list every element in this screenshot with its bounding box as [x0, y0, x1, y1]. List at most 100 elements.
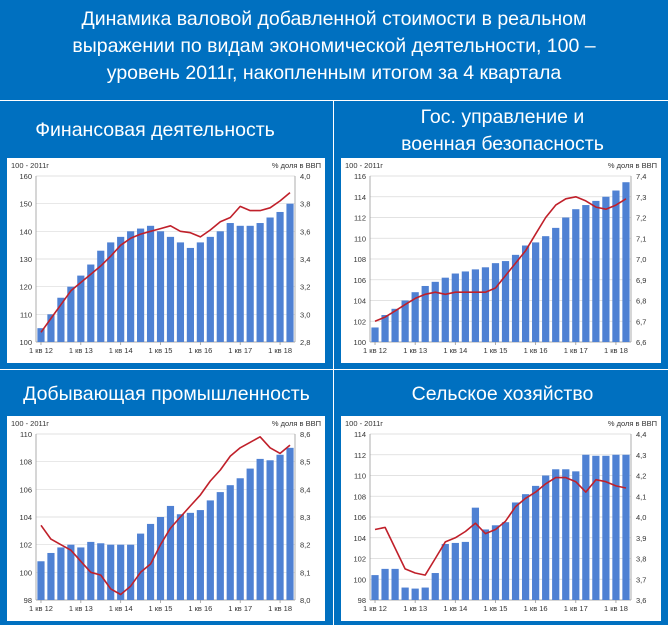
bar [501, 522, 510, 600]
x-tick-label: 1 кв 14 [109, 604, 133, 613]
chart-svg: 100 - 2011г % доля в ВВП 100 110 120 130 140 15… [11, 161, 321, 355]
bar [511, 502, 520, 600]
y2-tick-label: 7,4 [636, 172, 646, 181]
bar [107, 544, 115, 600]
bar [226, 485, 234, 600]
series-line-share [374, 476, 627, 576]
y-tick-label: 110 [20, 310, 32, 319]
bar [87, 264, 95, 342]
x-tick-label: 1 кв 15 [149, 346, 173, 355]
y2-tick-label: 8,2 [300, 541, 310, 550]
bar [286, 447, 294, 600]
bar [107, 242, 115, 342]
right-axis-label: % доля в ВВП [608, 419, 657, 428]
bar [371, 327, 379, 342]
y-tick-label: 108 [353, 492, 366, 501]
bar [592, 200, 600, 342]
y2-tick-label: 4,0 [636, 513, 646, 522]
bar [196, 510, 204, 600]
panel-title-finance: Финансовая деятельность [35, 119, 275, 141]
bar [371, 575, 379, 600]
x-tick-label: 1 кв 17 [564, 604, 588, 613]
bar [266, 460, 274, 600]
bar [421, 587, 429, 600]
y2-tick-label: 3,6 [300, 227, 310, 236]
bar [622, 454, 630, 600]
y2-tick-label: 4,2 [636, 472, 646, 481]
bar [411, 292, 419, 342]
bar [196, 242, 204, 342]
bar [552, 469, 560, 600]
bar [602, 455, 610, 600]
y-tick-label: 108 [19, 458, 32, 467]
chart-svg: 100 - 2011г % доля в ВВП 100 102 104 106 108 11… [345, 161, 657, 355]
y-tick-label: 110 [354, 234, 366, 243]
bar [166, 236, 175, 342]
bar [206, 500, 214, 600]
bar [521, 494, 530, 600]
x-tick-label: 1 кв 12 [29, 604, 53, 613]
bar [542, 475, 550, 600]
y2-tick-label: 8,6 [300, 430, 310, 439]
x-tick-label: 1 кв 16 [524, 346, 548, 355]
bar [381, 568, 389, 600]
x-tick-label: 1 кв 15 [484, 604, 508, 613]
divider-top [0, 100, 668, 101]
bar [127, 544, 135, 600]
y2-tick-label: 3,9 [636, 534, 646, 543]
x-tick-label: 1 кв 15 [149, 604, 173, 613]
y2-tick-label: 3,8 [636, 555, 646, 564]
chart-finance: 100 - 2011г % доля в ВВП 100 110 120 130 140 15… [7, 158, 325, 363]
x-tick-label: 1 кв 16 [524, 604, 548, 613]
y-tick-label: 102 [353, 317, 366, 326]
x-tick-label: 1 кв 12 [363, 346, 387, 355]
bar [186, 247, 194, 342]
bar [381, 315, 389, 342]
x-tick-label: 1 кв 17 [228, 604, 252, 613]
x-tick-label: 1 кв 18 [604, 604, 628, 613]
y-tick-label: 100 [19, 338, 32, 347]
y2-tick-label: 8,4 [300, 485, 310, 494]
y-tick-label: 104 [353, 297, 366, 306]
y-tick-label: 102 [19, 541, 32, 550]
bar [67, 286, 75, 342]
y2-tick-label: 8,3 [300, 513, 310, 522]
y2-tick-label: 6,6 [636, 338, 646, 347]
bar [572, 209, 580, 342]
bar [127, 231, 135, 342]
y-tick-label: 116 [354, 172, 366, 181]
bar [532, 242, 540, 342]
bar [67, 544, 75, 600]
bar [471, 269, 480, 342]
bar [441, 543, 449, 600]
page-title: Динамика валовой добавленной стоимости в… [0, 6, 668, 87]
bar [491, 263, 500, 342]
y2-tick-label: 8,0 [300, 596, 310, 605]
bar [441, 277, 449, 342]
y-tick-label: 140 [19, 227, 32, 236]
y2-tick-label: 3,8 [300, 200, 310, 209]
bar [216, 492, 224, 600]
x-tick-label: 1 кв 18 [268, 604, 292, 613]
bar [411, 588, 419, 600]
bar [166, 505, 175, 600]
x-tick-label: 1 кв 14 [443, 346, 467, 355]
page-title-line-1: Динамика валовой добавленной стоимости в… [81, 8, 587, 30]
x-tick-label: 1 кв 18 [604, 346, 628, 355]
y-tick-label: 114 [354, 430, 366, 439]
chart-government: 100 - 2011г % доля в ВВП 100 102 104 106 108 11… [341, 158, 661, 363]
bar [391, 568, 399, 600]
y-tick-label: 120 [19, 283, 32, 292]
left-axis-label: 100 - 2011г [11, 419, 49, 428]
y-tick-label: 110 [354, 472, 366, 481]
bar [186, 512, 194, 600]
y2-tick-label: 6,7 [636, 317, 646, 326]
x-tick-label: 1 кв 17 [228, 346, 252, 355]
bar [431, 573, 439, 600]
bar [391, 308, 399, 342]
bar [87, 541, 95, 600]
bar [246, 225, 254, 342]
bar [532, 485, 540, 600]
bar [246, 468, 254, 600]
y-tick-label: 112 [354, 451, 366, 460]
